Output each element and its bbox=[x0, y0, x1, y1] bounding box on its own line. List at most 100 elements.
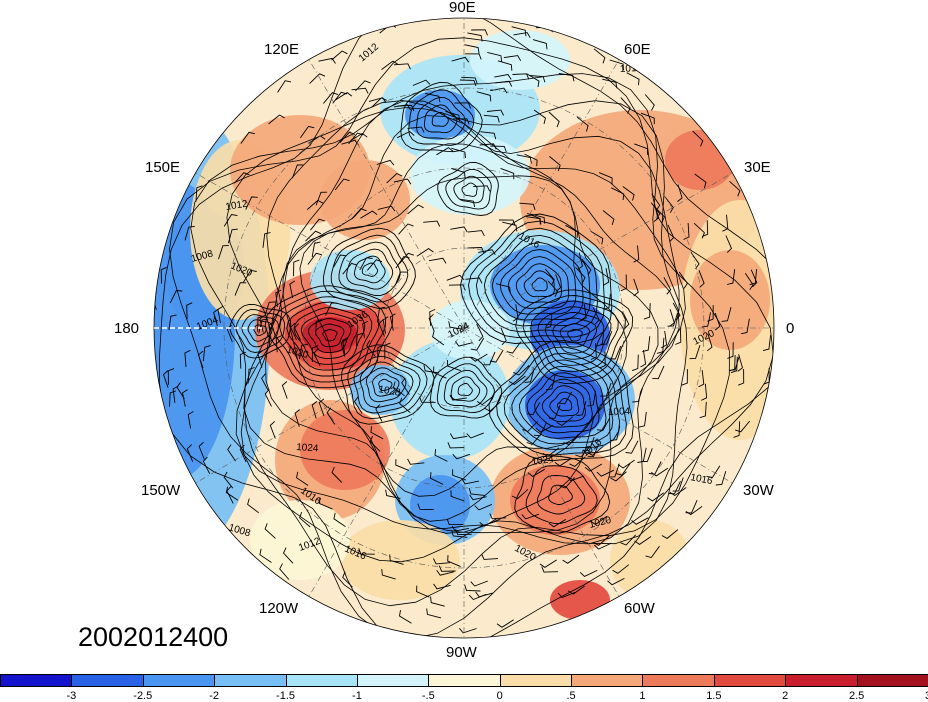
wind-barb bbox=[226, 324, 233, 343]
wind-barb bbox=[398, 252, 415, 265]
wind-barb bbox=[565, 224, 579, 238]
wind-barb bbox=[603, 268, 610, 286]
wind-barb bbox=[702, 220, 709, 238]
wind-barb bbox=[500, 167, 515, 180]
wind-barb bbox=[436, 570, 454, 576]
wind-barb bbox=[483, 351, 496, 366]
wind-barb bbox=[331, 466, 343, 483]
isobar bbox=[338, 241, 401, 296]
wind-barb bbox=[446, 274, 465, 281]
wind-barb bbox=[351, 208, 367, 220]
anomaly-region bbox=[525, 370, 605, 440]
wind-barb bbox=[612, 564, 630, 574]
wind-barb bbox=[355, 332, 363, 350]
wind-barb bbox=[558, 73, 575, 82]
wind-barb bbox=[622, 311, 630, 329]
wind-barb bbox=[395, 256, 410, 269]
colorbar-tick-label: .5 bbox=[566, 690, 576, 702]
wind-barb bbox=[741, 318, 750, 335]
wind-barb bbox=[544, 312, 553, 329]
isobar bbox=[429, 356, 503, 419]
wind-barb bbox=[168, 314, 177, 331]
wind-barb bbox=[419, 396, 436, 403]
wind-barb bbox=[484, 401, 501, 412]
wind-barb bbox=[497, 60, 513, 71]
wind-barb bbox=[423, 220, 441, 227]
map-disk: 1012101610121012101610081020100410201024… bbox=[154, 18, 774, 638]
isobar bbox=[461, 182, 478, 197]
wind-barb bbox=[446, 518, 464, 526]
wind-barb bbox=[685, 506, 703, 516]
wind-barb bbox=[738, 368, 745, 386]
wind-barb bbox=[599, 351, 606, 369]
colorbar-tick-label: 2.5 bbox=[848, 690, 865, 702]
wind-barb bbox=[447, 442, 465, 449]
wind-barb bbox=[620, 534, 637, 546]
isobar bbox=[537, 306, 612, 366]
wind-barb bbox=[530, 213, 546, 224]
wind-barb bbox=[575, 445, 591, 458]
wind-barb bbox=[698, 270, 705, 288]
wind-barb bbox=[366, 259, 383, 271]
wind-barb bbox=[299, 511, 311, 528]
anomaly-region bbox=[320, 160, 410, 240]
wind-barb bbox=[464, 584, 481, 592]
isobar bbox=[416, 96, 466, 140]
wind-barb bbox=[669, 487, 687, 497]
wind-barb bbox=[609, 59, 624, 71]
isobar bbox=[544, 311, 605, 360]
isobar bbox=[365, 367, 407, 403]
wind-barb bbox=[395, 459, 409, 471]
wind-barb bbox=[683, 222, 690, 240]
colorbar-tick-label: -3 bbox=[66, 690, 77, 702]
isobar bbox=[536, 475, 586, 515]
anomaly-region bbox=[610, 520, 690, 600]
wind-barb bbox=[580, 304, 587, 322]
lon-label-60e: 60E bbox=[624, 41, 651, 58]
wind-barb bbox=[393, 63, 411, 70]
wind-barb bbox=[706, 465, 721, 478]
wind-barb bbox=[648, 461, 662, 475]
wind-barb bbox=[526, 402, 541, 416]
lon-label-150e: 150E bbox=[145, 159, 181, 176]
wind-barb bbox=[608, 463, 620, 478]
wind-barb bbox=[416, 585, 430, 598]
wind-barb bbox=[429, 472, 444, 485]
wind-barb bbox=[545, 375, 556, 391]
wind-barb bbox=[725, 235, 733, 253]
wind-barb bbox=[762, 335, 772, 352]
wind-barb bbox=[311, 345, 319, 362]
wind-barb bbox=[587, 445, 604, 456]
wind-barb bbox=[593, 542, 612, 550]
wind-barb bbox=[340, 339, 347, 357]
wind-barb bbox=[342, 337, 349, 355]
wind-barb bbox=[416, 248, 434, 257]
isobar bbox=[522, 295, 626, 378]
isobar bbox=[515, 263, 562, 303]
wind-barb bbox=[305, 230, 322, 242]
wind-barb bbox=[749, 269, 758, 286]
wind-barb bbox=[186, 444, 194, 462]
wind-barb bbox=[707, 305, 714, 322]
wind-barb bbox=[438, 565, 456, 572]
anomaly-region bbox=[310, 250, 390, 310]
wind-barb bbox=[681, 369, 688, 386]
wind-barb bbox=[393, 104, 411, 111]
wind-barb bbox=[465, 277, 483, 284]
wind-barb bbox=[181, 389, 188, 407]
wind-barb bbox=[187, 411, 194, 429]
wind-barb bbox=[733, 421, 741, 438]
wind-barb bbox=[459, 79, 477, 87]
wind-barb bbox=[692, 130, 704, 147]
isobar bbox=[515, 289, 634, 384]
wind-barb bbox=[539, 559, 557, 568]
wind-barb bbox=[495, 283, 511, 294]
isobar bbox=[300, 312, 359, 359]
wind-barb bbox=[417, 503, 434, 511]
wind-barb bbox=[172, 385, 179, 403]
wind-barb bbox=[423, 364, 440, 374]
wind-barb bbox=[259, 548, 272, 563]
wind-barb bbox=[590, 343, 597, 360]
wind-barb bbox=[377, 345, 384, 362]
colorbar-box bbox=[713, 674, 787, 687]
